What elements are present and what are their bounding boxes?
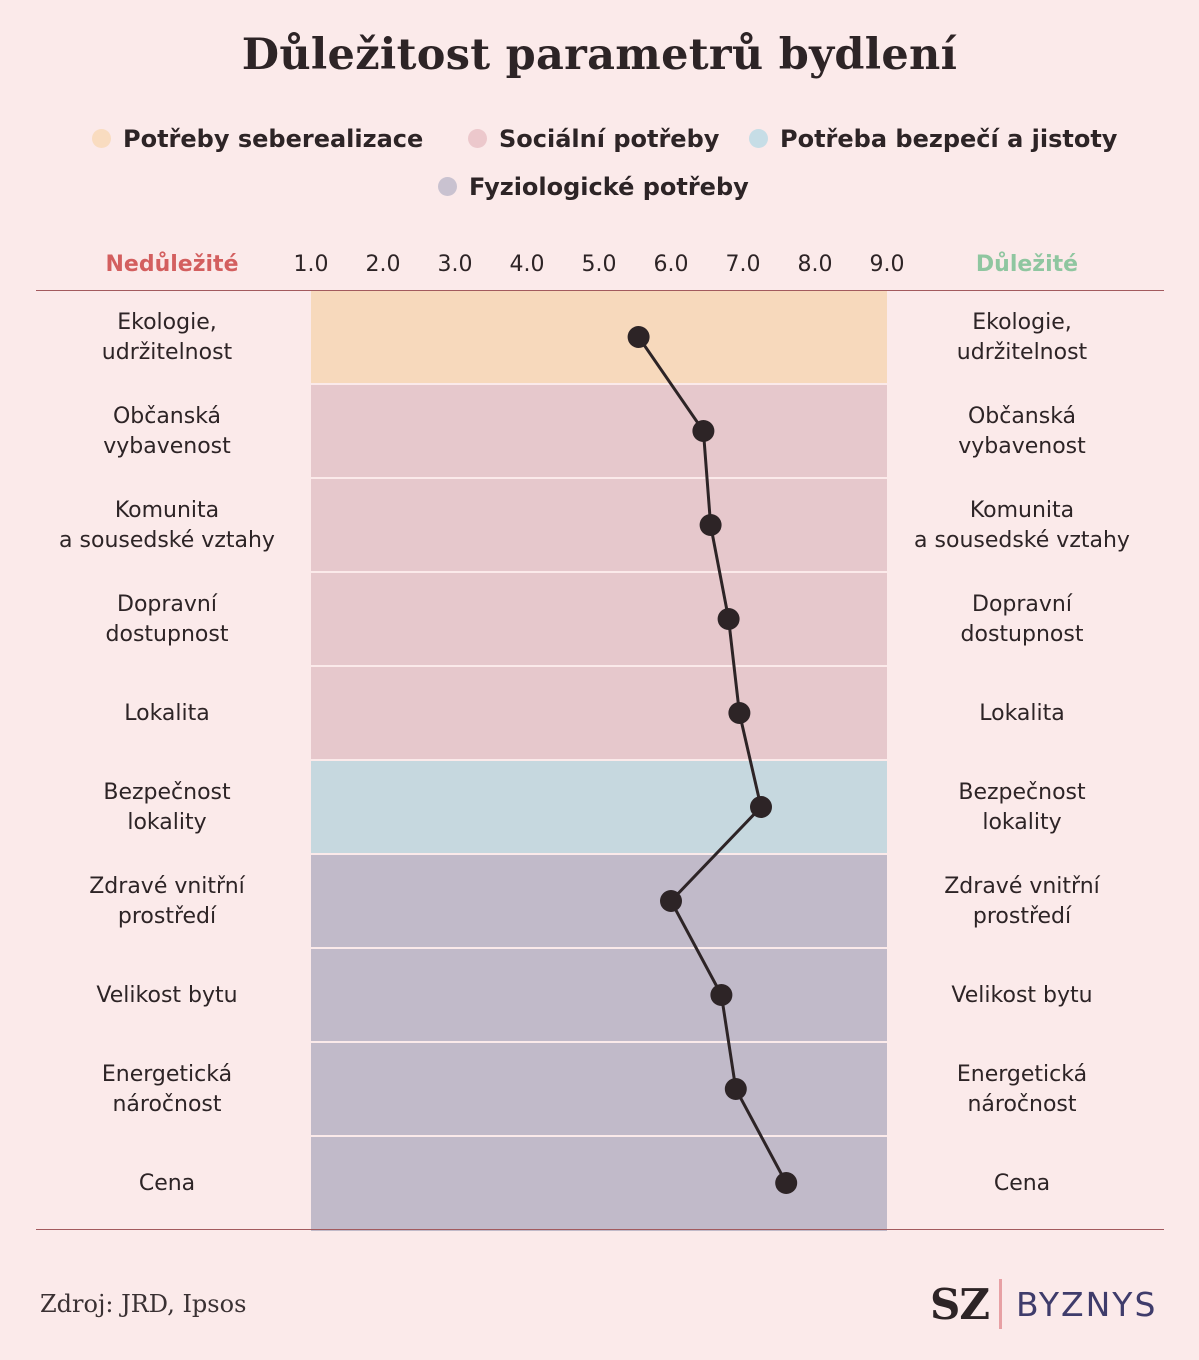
x-tick-label: 1.0 — [293, 252, 329, 277]
data-point — [710, 984, 733, 1006]
category-band — [311, 949, 887, 1041]
data-point — [717, 608, 740, 630]
row-label-left: Občanská vybavenost — [103, 403, 231, 459]
x-tick-label: 2.0 — [365, 252, 401, 277]
category-band — [311, 761, 887, 853]
row-label-right: Lokalita — [979, 700, 1065, 726]
source-note: Zdroj: JRD, Ipsos — [40, 1290, 247, 1318]
category-band — [311, 291, 887, 383]
row-label-left: Energetická náročnost — [101, 1061, 233, 1117]
legend-dot-bezpeci — [749, 128, 768, 148]
data-point — [699, 514, 722, 536]
data-point — [728, 702, 751, 724]
legend-dot-socialni — [468, 128, 487, 148]
x-tick-label: 4.0 — [509, 252, 545, 277]
legend-label: Potřeba bezpečí a jistoty — [780, 125, 1118, 153]
row-label-left: Velikost bytu — [96, 982, 238, 1008]
legend-label: Potřeby seberealizace — [123, 125, 424, 153]
data-point — [750, 796, 772, 818]
axis-label-right: Důležité — [975, 252, 1079, 277]
category-band — [311, 385, 887, 477]
data-point — [775, 1172, 798, 1194]
row-label-left: Lokalita — [124, 700, 210, 726]
x-tick-label: 8.0 — [797, 252, 833, 277]
logo-sz: SZ — [930, 1279, 990, 1329]
logo-divider — [999, 1279, 1002, 1329]
axis-label-left: Nedůležité — [105, 252, 239, 277]
category-band — [311, 1043, 887, 1135]
bottom-rule — [36, 1229, 1164, 1230]
category-band — [311, 573, 887, 665]
category-band — [311, 479, 887, 571]
legend-label: Fyziologické potřeby — [469, 173, 749, 201]
x-tick-label: 7.0 — [725, 252, 761, 277]
row-label-right: Energetická náročnost — [956, 1061, 1088, 1117]
row-label-right: Dopravní dostupnost — [960, 591, 1084, 647]
row-label-left: Zdravé vnitřní prostředí — [89, 873, 245, 929]
top-rule — [36, 290, 1164, 291]
row-label-right: Občanská vybavenost — [958, 403, 1086, 459]
category-band — [311, 855, 887, 947]
data-point — [692, 420, 715, 442]
x-tick-label: 5.0 — [581, 252, 617, 277]
row-label-left: Bezpečnost lokality — [103, 779, 231, 835]
x-tick-label: 6.0 — [653, 252, 689, 277]
row-label-right: Ekologie, udržitelnost — [956, 309, 1088, 365]
row-label-right: Cena — [993, 1170, 1051, 1196]
legend-dot-fyziologicke — [438, 176, 457, 196]
row-label-right: Zdravé vnitřní prostředí — [944, 873, 1100, 929]
x-tick-label: 9.0 — [869, 252, 905, 277]
legend-dot-seberealizace — [92, 128, 111, 148]
legend-item-bezpeci: Potřeba bezpečí a jistoty — [749, 124, 1117, 154]
legend-label: Sociální potřeby — [499, 125, 720, 153]
data-point — [627, 326, 650, 348]
data-point — [660, 890, 682, 912]
category-band — [311, 667, 887, 759]
data-point — [724, 1078, 747, 1100]
legend-item-seberealizace: Potřeby seberealizace — [92, 124, 423, 154]
row-label-left: Cena — [138, 1170, 196, 1196]
legend-item-socialni: Sociální potřeby — [468, 124, 719, 154]
row-label-right: Komunita a sousedské vztahy — [914, 497, 1130, 553]
row-label-right: Velikost bytu — [951, 982, 1093, 1008]
row-label-left: Komunita a sousedské vztahy — [59, 497, 275, 553]
sz-byznys-logo: SZ BYZNYS — [930, 1279, 1157, 1335]
logo-byznys: BYZNYS — [1016, 1284, 1158, 1324]
x-tick-label: 3.0 — [437, 252, 473, 277]
row-label-left: Ekologie, udržitelnost — [101, 309, 233, 365]
series-line — [637, 336, 788, 1184]
row-label-left: Dopravní dostupnost — [105, 591, 229, 647]
chart-title: Důležitost parametrů bydlení — [241, 30, 958, 80]
legend-item-fyziologicke: Fyziologické potřeby — [438, 172, 749, 202]
row-label-right: Bezpečnost lokality — [958, 779, 1086, 835]
